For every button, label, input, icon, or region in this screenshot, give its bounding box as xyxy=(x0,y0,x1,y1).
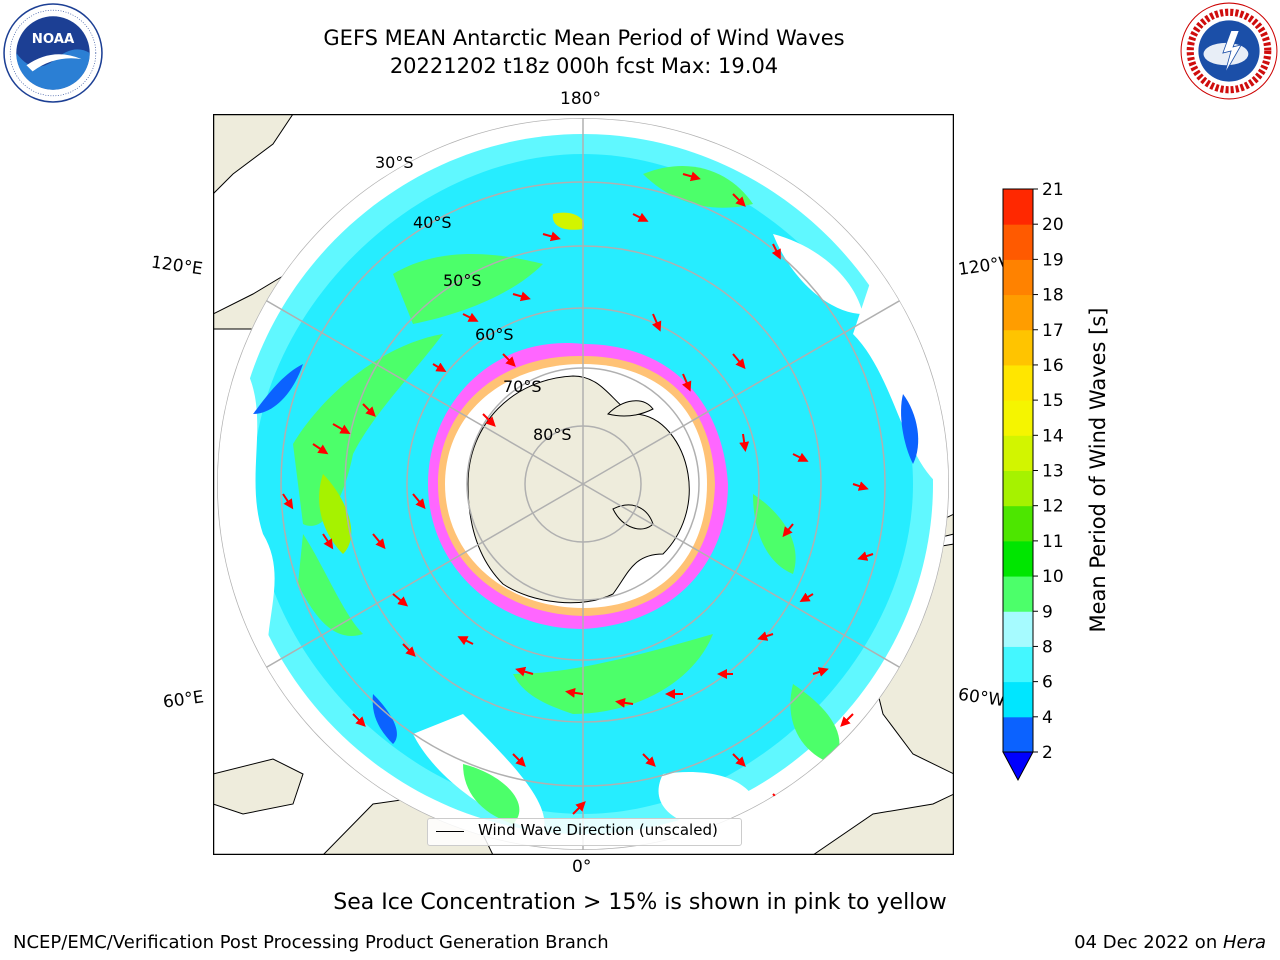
lat-label-60s: 60°S xyxy=(475,325,514,344)
colorbar-tick-label: 14 xyxy=(1042,426,1064,446)
colorbar-segment xyxy=(1003,189,1033,225)
lat-label-70s: 70°S xyxy=(503,377,542,396)
colorbar-tick-label: 20 xyxy=(1042,215,1064,235)
colorbar-tick-label: 9 xyxy=(1042,602,1053,622)
colorbar-segment xyxy=(1003,646,1033,683)
colorbar-segment xyxy=(1003,540,1033,577)
colorbar-segment xyxy=(1003,294,1033,331)
colorbar-segment xyxy=(1003,400,1033,436)
footer-date: 04 Dec 2022 on Hera xyxy=(1074,932,1266,953)
colorbar-tick-label: 15 xyxy=(1042,391,1064,411)
nws-logo-icon xyxy=(1180,2,1278,100)
colorbar-tick-label: 12 xyxy=(1042,497,1064,517)
lat-label-80s: 80°S xyxy=(533,425,572,444)
colorbar-tick-label: 6 xyxy=(1042,673,1053,693)
colorbar-segment xyxy=(1003,470,1033,507)
colorbar-segment xyxy=(1003,716,1033,753)
colorbar-label: Mean Period of Wind Waves [s] xyxy=(1086,307,1110,633)
wind-wave-arrows xyxy=(282,171,874,815)
legend-line-sample xyxy=(436,831,464,832)
noaa-logo-icon: NOAA xyxy=(3,3,103,103)
colorbar-tick-label: 10 xyxy=(1042,567,1064,587)
colorbar-segment xyxy=(1003,224,1033,260)
land-antarctica xyxy=(467,375,690,604)
sea-ice-note: Sea Ice Concentration > 15% is shown in … xyxy=(333,890,947,915)
footer-date-text: 04 Dec 2022 on xyxy=(1074,932,1223,953)
polar-map: 30°S 40°S 50°S 60°S 70°S 80°S xyxy=(213,114,954,855)
chart-title: GEFS MEAN Antarctic Mean Period of Wind … xyxy=(323,26,845,50)
legend-box xyxy=(427,818,742,846)
lon-label-180: 180° xyxy=(560,89,601,109)
land-madagascar xyxy=(213,758,304,815)
colorbar-segment xyxy=(1003,681,1033,718)
colorbar-tick-label: 21 xyxy=(1042,180,1064,200)
lat-label-40s: 40°S xyxy=(413,213,452,232)
legend-label: Wind Wave Direction (unscaled) xyxy=(478,821,718,839)
colorbar-tick-label: 11 xyxy=(1042,532,1064,552)
colorbar-segment xyxy=(1003,329,1033,366)
colorbar-segment xyxy=(1003,576,1033,612)
colorbar-segment xyxy=(1003,611,1033,647)
footer-machine: Hera xyxy=(1222,932,1266,953)
colorbar-tick-label: 17 xyxy=(1042,321,1064,341)
land-brazil xyxy=(812,793,954,855)
lat-label-30s: 30°S xyxy=(375,153,414,172)
colorbar-tick-label: 19 xyxy=(1042,250,1064,270)
colorbar-segment xyxy=(1003,505,1033,542)
colorbar-tick-label: 4 xyxy=(1042,708,1053,728)
noaa-logo-text: NOAA xyxy=(32,32,75,47)
colorbar-tick-label: 16 xyxy=(1042,356,1064,376)
chart-subtitle: 20221202 t18z 000h fcst Max: 19.04 xyxy=(389,54,779,78)
lon-label-120e: 120°E xyxy=(149,252,204,280)
colorbar-tick-label: 8 xyxy=(1042,637,1053,657)
footer-credit: NCEP/EMC/Verification Post Processing Pr… xyxy=(13,932,609,953)
lon-label-0: 0° xyxy=(572,857,592,877)
colorbar-tick-label: 13 xyxy=(1042,462,1064,482)
colorbar-tick-label: 2 xyxy=(1042,743,1053,763)
colorbar-tick-label: 18 xyxy=(1042,286,1064,306)
colorbar-segment xyxy=(1003,435,1033,471)
colorbar-segment xyxy=(1003,364,1033,401)
lon-label-60e: 60°E xyxy=(161,687,206,713)
colorbar-segment xyxy=(1003,259,1033,296)
land-nz-corner xyxy=(213,114,294,195)
colorbar: 2 4 6 8 9 10 11 12 13 14 15 16 17 18 19 20 21 xyxy=(1002,180,1064,782)
lat-label-50s: 50°S xyxy=(443,271,482,290)
colorbar-extend-arrow xyxy=(1002,751,1034,782)
